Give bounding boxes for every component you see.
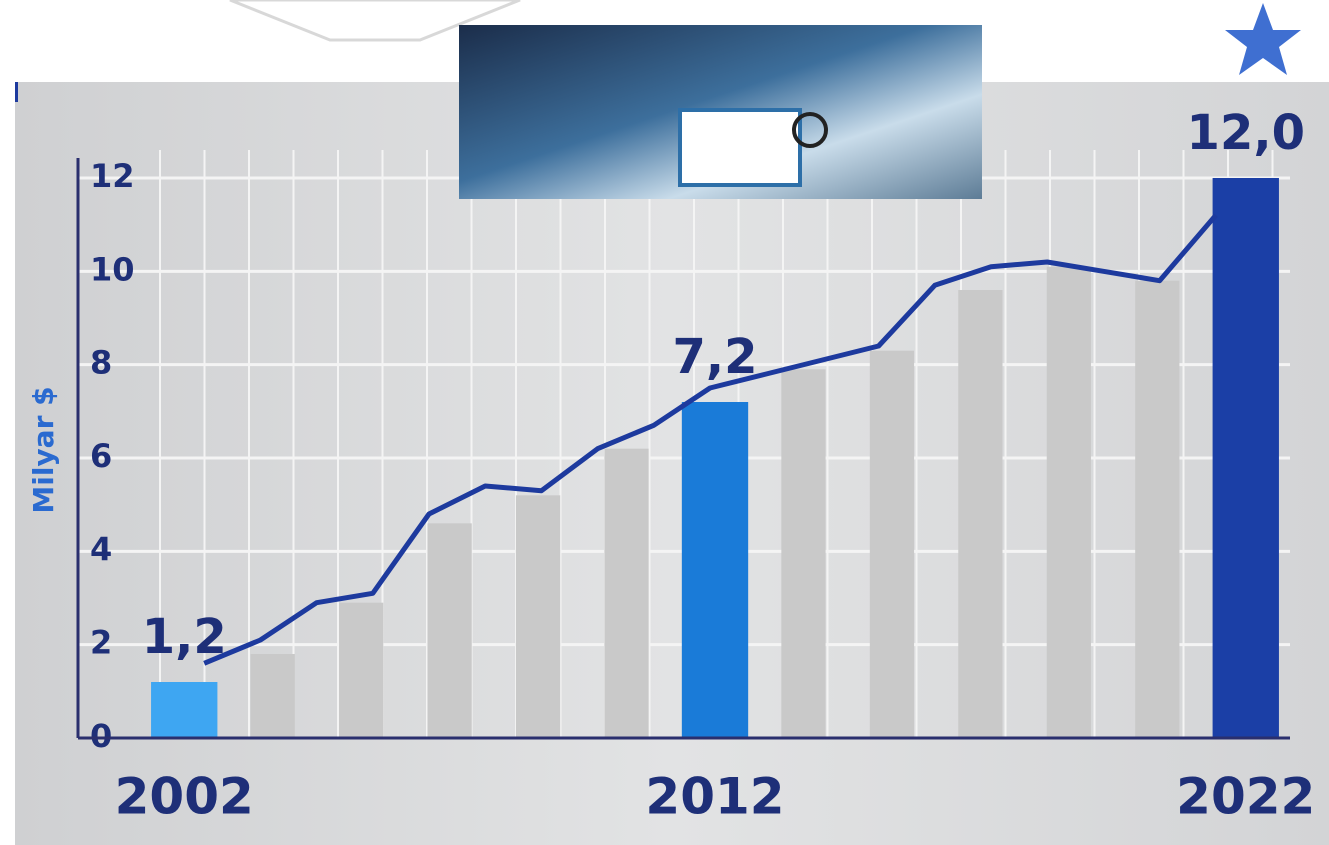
bar — [781, 369, 826, 738]
value-label: 7,2 — [672, 329, 757, 385]
star-icon — [1225, 3, 1301, 75]
y-tick-label: 8 — [90, 344, 112, 382]
value-label: 12,0 — [1187, 105, 1305, 161]
x-tick-label: 2002 — [115, 768, 254, 826]
image-monitor — [678, 108, 802, 187]
bar — [515, 495, 561, 738]
bar — [427, 523, 472, 738]
bar — [681, 402, 749, 738]
background — [15, 82, 1329, 845]
bar — [958, 290, 1003, 738]
bar — [339, 602, 384, 738]
x-tick-label: 2012 — [645, 768, 784, 826]
bar — [151, 682, 218, 738]
image-magnifier — [792, 112, 828, 148]
y-tick-label: 2 — [90, 624, 112, 662]
edge-mark — [15, 82, 18, 102]
y-tick-label: 10 — [90, 250, 135, 288]
y-axis-label: Milyar $ — [27, 386, 60, 513]
trend-line — [203, 213, 1218, 666]
bar — [1135, 280, 1180, 738]
y-tick-label: 12 — [90, 157, 135, 195]
bar — [1212, 178, 1279, 738]
y-tick-label: 4 — [90, 530, 112, 568]
bar — [1046, 266, 1091, 738]
y-tick-label: 0 — [90, 717, 112, 755]
bar — [604, 448, 649, 738]
bar — [869, 350, 915, 738]
y-tick-label: 6 — [90, 437, 112, 475]
value-label: 1,2 — [142, 609, 227, 665]
bar — [250, 654, 295, 738]
top-tab — [229, 0, 521, 42]
x-tick-label: 2022 — [1176, 768, 1315, 826]
